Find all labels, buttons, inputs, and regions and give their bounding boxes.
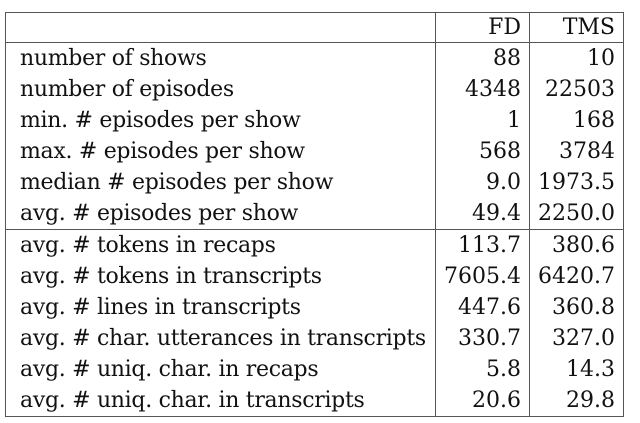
table-row: max. # episodes per show 568 3784 [6,136,624,167]
header-empty-cell [6,13,436,43]
fd-value: 5.8 [434,354,530,385]
fd-value: 447.6 [434,292,530,323]
tms-value: 1973.5 [529,167,624,198]
fd-value: 7605.4 [434,261,530,292]
tms-value: 22503 [529,74,624,105]
row-label: avg. # uniq. char. in recaps [20,357,319,382]
table-header-row: FD TMS [5,12,624,43]
table-row: avg. # uniq. char. in transcripts 20.6 2… [6,385,624,417]
table-row: number of episodes 4348 22503 [6,74,624,105]
tms-value: 29.8 [529,385,624,417]
table-row: number of shows 88 10 [6,42,624,74]
row-label: avg. # uniq. char. in transcripts [20,388,365,413]
fd-value: 330.7 [434,323,530,354]
fd-value: 113.7 [434,229,530,261]
table-row: avg. # uniq. char. in recaps 5.8 14.3 [6,354,624,385]
fd-value: 49.4 [434,198,530,230]
table-row: median # episodes per show 9.0 1973.5 [6,167,624,198]
row-label: avg. # lines in transcripts [20,295,301,320]
row-label: avg. # tokens in recaps [20,233,276,258]
row-label: number of episodes [20,77,234,102]
tms-value: 6420.7 [529,261,624,292]
table-row: avg. # episodes per show 49.4 2250.0 [6,198,624,230]
row-label: number of shows [20,46,207,71]
tms-value: 380.6 [529,229,624,261]
fd-value: 88 [434,42,530,74]
tms-value: 14.3 [529,354,624,385]
row-label: avg. # episodes per show [20,201,299,226]
table-row: avg. # tokens in transcripts 7605.4 6420… [6,261,624,292]
dataset-statistics-table: FD TMS number of shows 88 10 number of e… [5,12,624,417]
row-label: max. # episodes per show [20,139,305,164]
fd-value: 568 [434,136,530,167]
row-label: avg. # char. utterances in transcripts [20,326,426,351]
tms-value: 360.8 [529,292,624,323]
row-label: min. # episodes per show [20,108,301,133]
tms-value: 327.0 [529,323,624,354]
header-tms: TMS [529,12,624,43]
tms-value: 10 [529,42,624,74]
table-row: min. # episodes per show 1 168 [6,105,624,136]
tms-value: 3784 [529,136,624,167]
header-fd: FD [434,12,530,43]
row-label: median # episodes per show [20,170,334,195]
row-label: avg. # tokens in transcripts [20,264,322,289]
fd-value: 9.0 [434,167,530,198]
tms-value: 2250.0 [529,198,624,230]
table-row: avg. # tokens in recaps 113.7 380.6 [5,229,624,261]
fd-value: 20.6 [434,385,530,417]
tms-value: 168 [529,105,624,136]
fd-value: 1 [434,105,530,136]
fd-value: 4348 [434,74,530,105]
table-body: number of shows 88 10 number of episodes… [5,42,624,417]
table-row: avg. # char. utterances in transcripts 3… [6,323,624,354]
table-row: avg. # lines in transcripts 447.6 360.8 [6,292,624,323]
